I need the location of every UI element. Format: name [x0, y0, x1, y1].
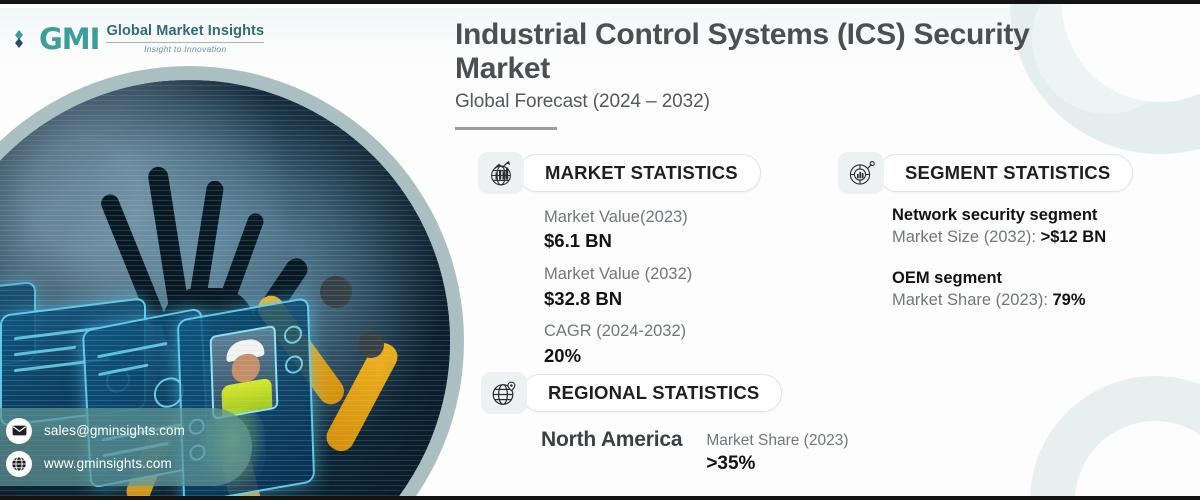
header-block: Industrial Control Systems (ICS) Securit…: [455, 18, 1115, 131]
segment-statistics-items: Network security segment Market Size (20…: [892, 206, 1133, 310]
contact-panel: sales@gminsights.com www.gminsights.com: [0, 408, 252, 486]
gmi-logo[interactable]: GMI Global Market Insights Insight to In…: [14, 22, 265, 56]
segment-1-title: Network security segment: [892, 206, 1098, 224]
regional-statistics-label: REGIONAL STATISTICS: [548, 382, 760, 403]
globe-icon: [6, 450, 32, 477]
market-statistics-badge[interactable]: MARKET STATISTICS: [478, 152, 761, 194]
segment-2-value: 79%: [1052, 291, 1086, 309]
segment-2-label: Market Share (2023):: [892, 291, 1053, 309]
globe-bar-chart-icon: [478, 152, 524, 194]
market-statistics-rows: Market Value(2023) $6.1 BN Market Value …: [544, 206, 761, 369]
segment-2-title: OEM segment: [892, 269, 1003, 287]
cagr-label: CAGR (2024-2032): [544, 322, 687, 341]
market-value-2023-label: Market Value(2023): [544, 208, 688, 226]
segment-1-line: Market Size (2032): >$12 BN: [892, 228, 1133, 247]
market-statistics-pill: MARKET STATISTICS: [518, 154, 761, 192]
region-share-value: >35%: [706, 453, 756, 474]
regional-statistics-content: North America Market Share (2023) >35%: [541, 428, 848, 475]
contact-website-text: www.gminsights.com: [44, 456, 172, 471]
segment-1-value: >$12 BN: [1040, 228, 1107, 246]
segment-statistics-label: SEGMENT STATISTICS: [905, 162, 1111, 183]
robot-joint: [358, 332, 384, 358]
header-divider: [455, 127, 557, 131]
segment-1-label: Market Size (2032):: [892, 228, 1041, 246]
robot-joint: [320, 276, 352, 308]
page-title: Industrial Control Systems (ICS) Securit…: [455, 18, 1030, 85]
market-statistics-label: MARKET STATISTICS: [545, 162, 738, 183]
logo-tagline: Insight to Innovation: [144, 44, 227, 55]
market-value-2023-value: $6.1 BN: [544, 230, 612, 252]
segment-statistics-block: SEGMENT STATISTICS Network security segm…: [838, 152, 1134, 310]
contact-website-row[interactable]: www.gminsights.com: [6, 450, 252, 477]
regional-statistics-badge[interactable]: REGIONAL STATISTICS: [481, 372, 848, 414]
market-value-2032-label: Market Value (2032): [544, 265, 693, 284]
market-value-2032-value: $32.8 BN: [544, 287, 623, 309]
market-statistics-block: MARKET STATISTICS Market Value(2023) $6.…: [478, 152, 761, 369]
envelope-icon: [6, 417, 32, 444]
contact-email-text: sales@gminsights.com: [44, 423, 186, 438]
contact-email-row[interactable]: sales@gminsights.com: [6, 417, 252, 444]
region-share-label: Market Share (2023): [706, 432, 849, 449]
logo-diamond-icon: [15, 30, 23, 48]
logo-company-name: Global Market Insights: [106, 22, 265, 39]
regional-statistics-pill: REGIONAL STATISTICS: [521, 374, 783, 412]
region-name: North America: [541, 428, 683, 451]
page-subtitle: Global Forecast (2024 – 2032): [455, 91, 710, 113]
globe-pin-icon: [481, 372, 527, 414]
segment-2-line: Market Share (2023): 79%: [892, 291, 1133, 310]
regional-statistics-block: REGIONAL STATISTICS North America Market…: [481, 372, 848, 475]
segment-statistics-badge[interactable]: SEGMENT STATISTICS: [838, 152, 1134, 194]
logo-mark-text: GMI: [39, 22, 100, 56]
top-gradient-band: [0, 8, 1200, 64]
cagr-value: 20%: [544, 344, 582, 366]
segment-statistics-pill: SEGMENT STATISTICS: [878, 154, 1134, 192]
pie-chart-arrow-icon: [838, 152, 884, 194]
logo-rule: [106, 42, 265, 44]
